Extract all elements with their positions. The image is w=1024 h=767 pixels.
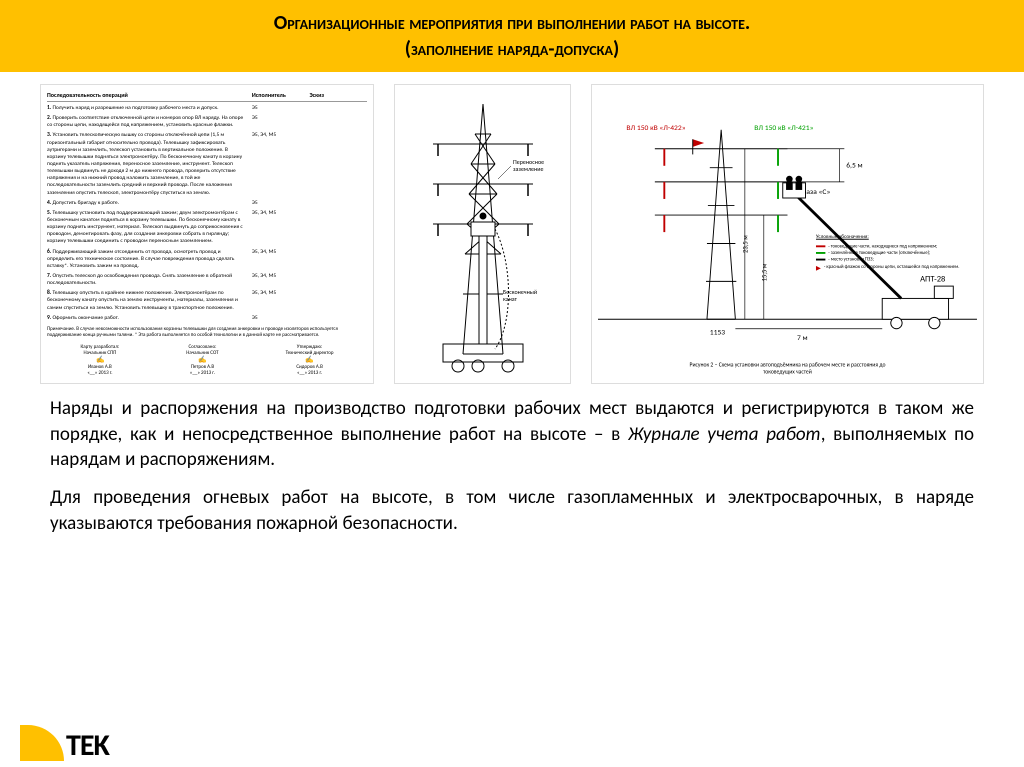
figures-row: Последовательность операций Исполнитель … bbox=[0, 72, 1024, 392]
svg-text:заземление: заземление bbox=[513, 165, 543, 173]
logo-arc-icon bbox=[20, 725, 64, 761]
legend-item: - токоведущие части, находящиеся под нап… bbox=[816, 243, 972, 250]
procedure-row: 6. Поддерживающий зажим отсоединить от п… bbox=[47, 249, 367, 270]
legend-item: ▶- красный флажок со стороны цепи, остав… bbox=[816, 263, 972, 272]
dtek-logo: TEK bbox=[20, 725, 109, 761]
procedure-note: Примечание. В случае невозможности испол… bbox=[47, 326, 367, 338]
legend-title: Условные обозначения: bbox=[816, 234, 972, 241]
procedure-row: 9. Оформить окончание работ.Э5 bbox=[47, 315, 367, 322]
dim-6-5: 6,5 м bbox=[846, 162, 862, 171]
col-executor: Исполнитель bbox=[252, 91, 310, 99]
procedure-row: 8. Телевышку опустить в крайнее нижнее п… bbox=[47, 290, 367, 311]
paragraph-1: Наряды и распоряжения на производство по… bbox=[50, 396, 974, 473]
signature-block: Карту разработал: Начальник СПП ✍ Иванов… bbox=[47, 344, 367, 376]
slide-header: Организационные мероприятия при выполнен… bbox=[0, 0, 1024, 72]
procedure-row: 7. Опустить телескоп до освобождения про… bbox=[47, 273, 367, 287]
sig-approved: Утверждаю: Технический директор ✍ Сидоро… bbox=[286, 344, 334, 376]
label-live-line: ВЛ 150 кВ «Л-422» bbox=[626, 124, 685, 133]
title-line-1: Организационные мероприятия при выполнен… bbox=[274, 11, 751, 35]
dim-15-5: 15,5 м bbox=[761, 263, 769, 281]
procedure-row: 1. Получить наряд и разрешение на подгот… bbox=[47, 105, 367, 112]
svg-text:токоведущих частей: токоведущих частей bbox=[763, 368, 812, 375]
crane-diagram: ВЛ 150 кВ «Л-422» ВЛ 150 кВ «Л-421» 6,5 … bbox=[591, 84, 984, 384]
dim-7: 7 м bbox=[797, 334, 808, 343]
logo-text: TEK bbox=[66, 731, 109, 761]
legend-item: - место установки ПЗЗ; bbox=[816, 256, 972, 263]
col-sketch: Эскиз bbox=[309, 91, 367, 99]
legend-item: - заземлённые токоведущие части (отключё… bbox=[816, 250, 972, 257]
procedure-row: 4. Допустить бригаду к работе.Э5 bbox=[47, 200, 367, 207]
procedure-document: Последовательность операций Исполнитель … bbox=[40, 84, 374, 384]
label-dead-line: ВЛ 150 кВ «Л-421» bbox=[754, 124, 813, 133]
slide-title: Организационные мероприятия при выполнен… bbox=[20, 10, 1004, 62]
tower-svg: Переносное заземление Бесконечный канат bbox=[403, 94, 563, 374]
tower-sketch: Переносное заземление Бесконечный канат bbox=[394, 84, 571, 384]
procedure-rows: 1. Получить наряд и разрешение на подгот… bbox=[47, 105, 367, 322]
col-operations: Последовательность операций bbox=[47, 91, 252, 99]
crane-svg: ВЛ 150 кВ «Л-422» ВЛ 150 кВ «Л-421» 6,5 … bbox=[598, 91, 977, 377]
dim-1153: 1153 bbox=[710, 328, 725, 337]
phase-label: фаза «С» bbox=[802, 188, 831, 197]
legend-box: Условные обозначения: - токоведущие част… bbox=[816, 234, 972, 272]
dim-23-5: 23,5 м bbox=[742, 235, 750, 253]
procedure-row: 2. Проверить соответствие отключенной це… bbox=[47, 115, 367, 129]
body-text: Наряды и распоряжения на производство по… bbox=[0, 392, 1024, 536]
svg-text:канат: канат bbox=[503, 295, 518, 303]
title-line-2: (заполнение наряда-допуска) bbox=[405, 37, 620, 61]
journal-emphasis: Журнале учета работ bbox=[628, 423, 821, 446]
procedure-row: 3. Установить телескопическую вышку со с… bbox=[47, 132, 367, 196]
procedure-row: 5. Телевышку установить под поддерживающ… bbox=[47, 210, 367, 246]
paragraph-2: Для проведения огневых работ на высоте, … bbox=[50, 485, 974, 536]
sig-agreed: Согласовано: Начальник СОТ ✍ Петров А.В … bbox=[186, 344, 218, 376]
sig-developed: Карту разработал: Начальник СПП ✍ Иванов… bbox=[81, 344, 120, 376]
